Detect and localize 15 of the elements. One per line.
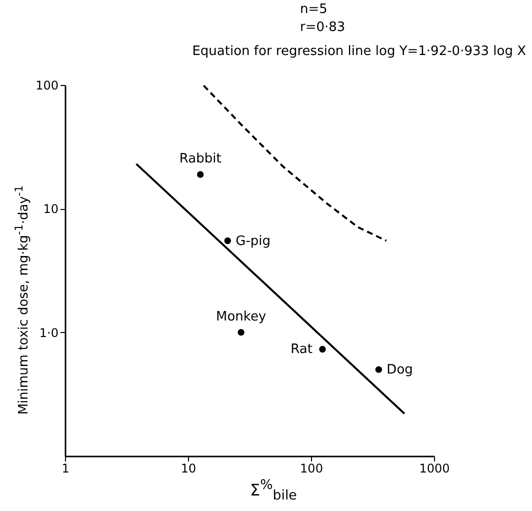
y-tick-label: 10 <box>43 202 58 216</box>
x-tick-label: 10 <box>180 462 196 476</box>
annotation: Dog <box>386 362 413 378</box>
annotation: Rat <box>290 342 312 358</box>
chart-title: Equation for regression line log Y=1·92-0·933 log X <box>192 44 526 59</box>
annotation: G-pig <box>236 234 271 249</box>
text: n=5 <box>300 2 328 17</box>
x-tick-label: 1 <box>62 462 70 476</box>
text: r=0·83 <box>300 20 346 35</box>
x-tick-label: 1000 <box>419 462 450 476</box>
x-tick-label: 100 <box>300 462 323 476</box>
annotation: Monkey <box>216 309 266 324</box>
y-tick-label: 1·0 <box>39 326 58 340</box>
y-tick-label: 100 <box>36 78 58 92</box>
annotation: Rabbit <box>179 151 222 166</box>
